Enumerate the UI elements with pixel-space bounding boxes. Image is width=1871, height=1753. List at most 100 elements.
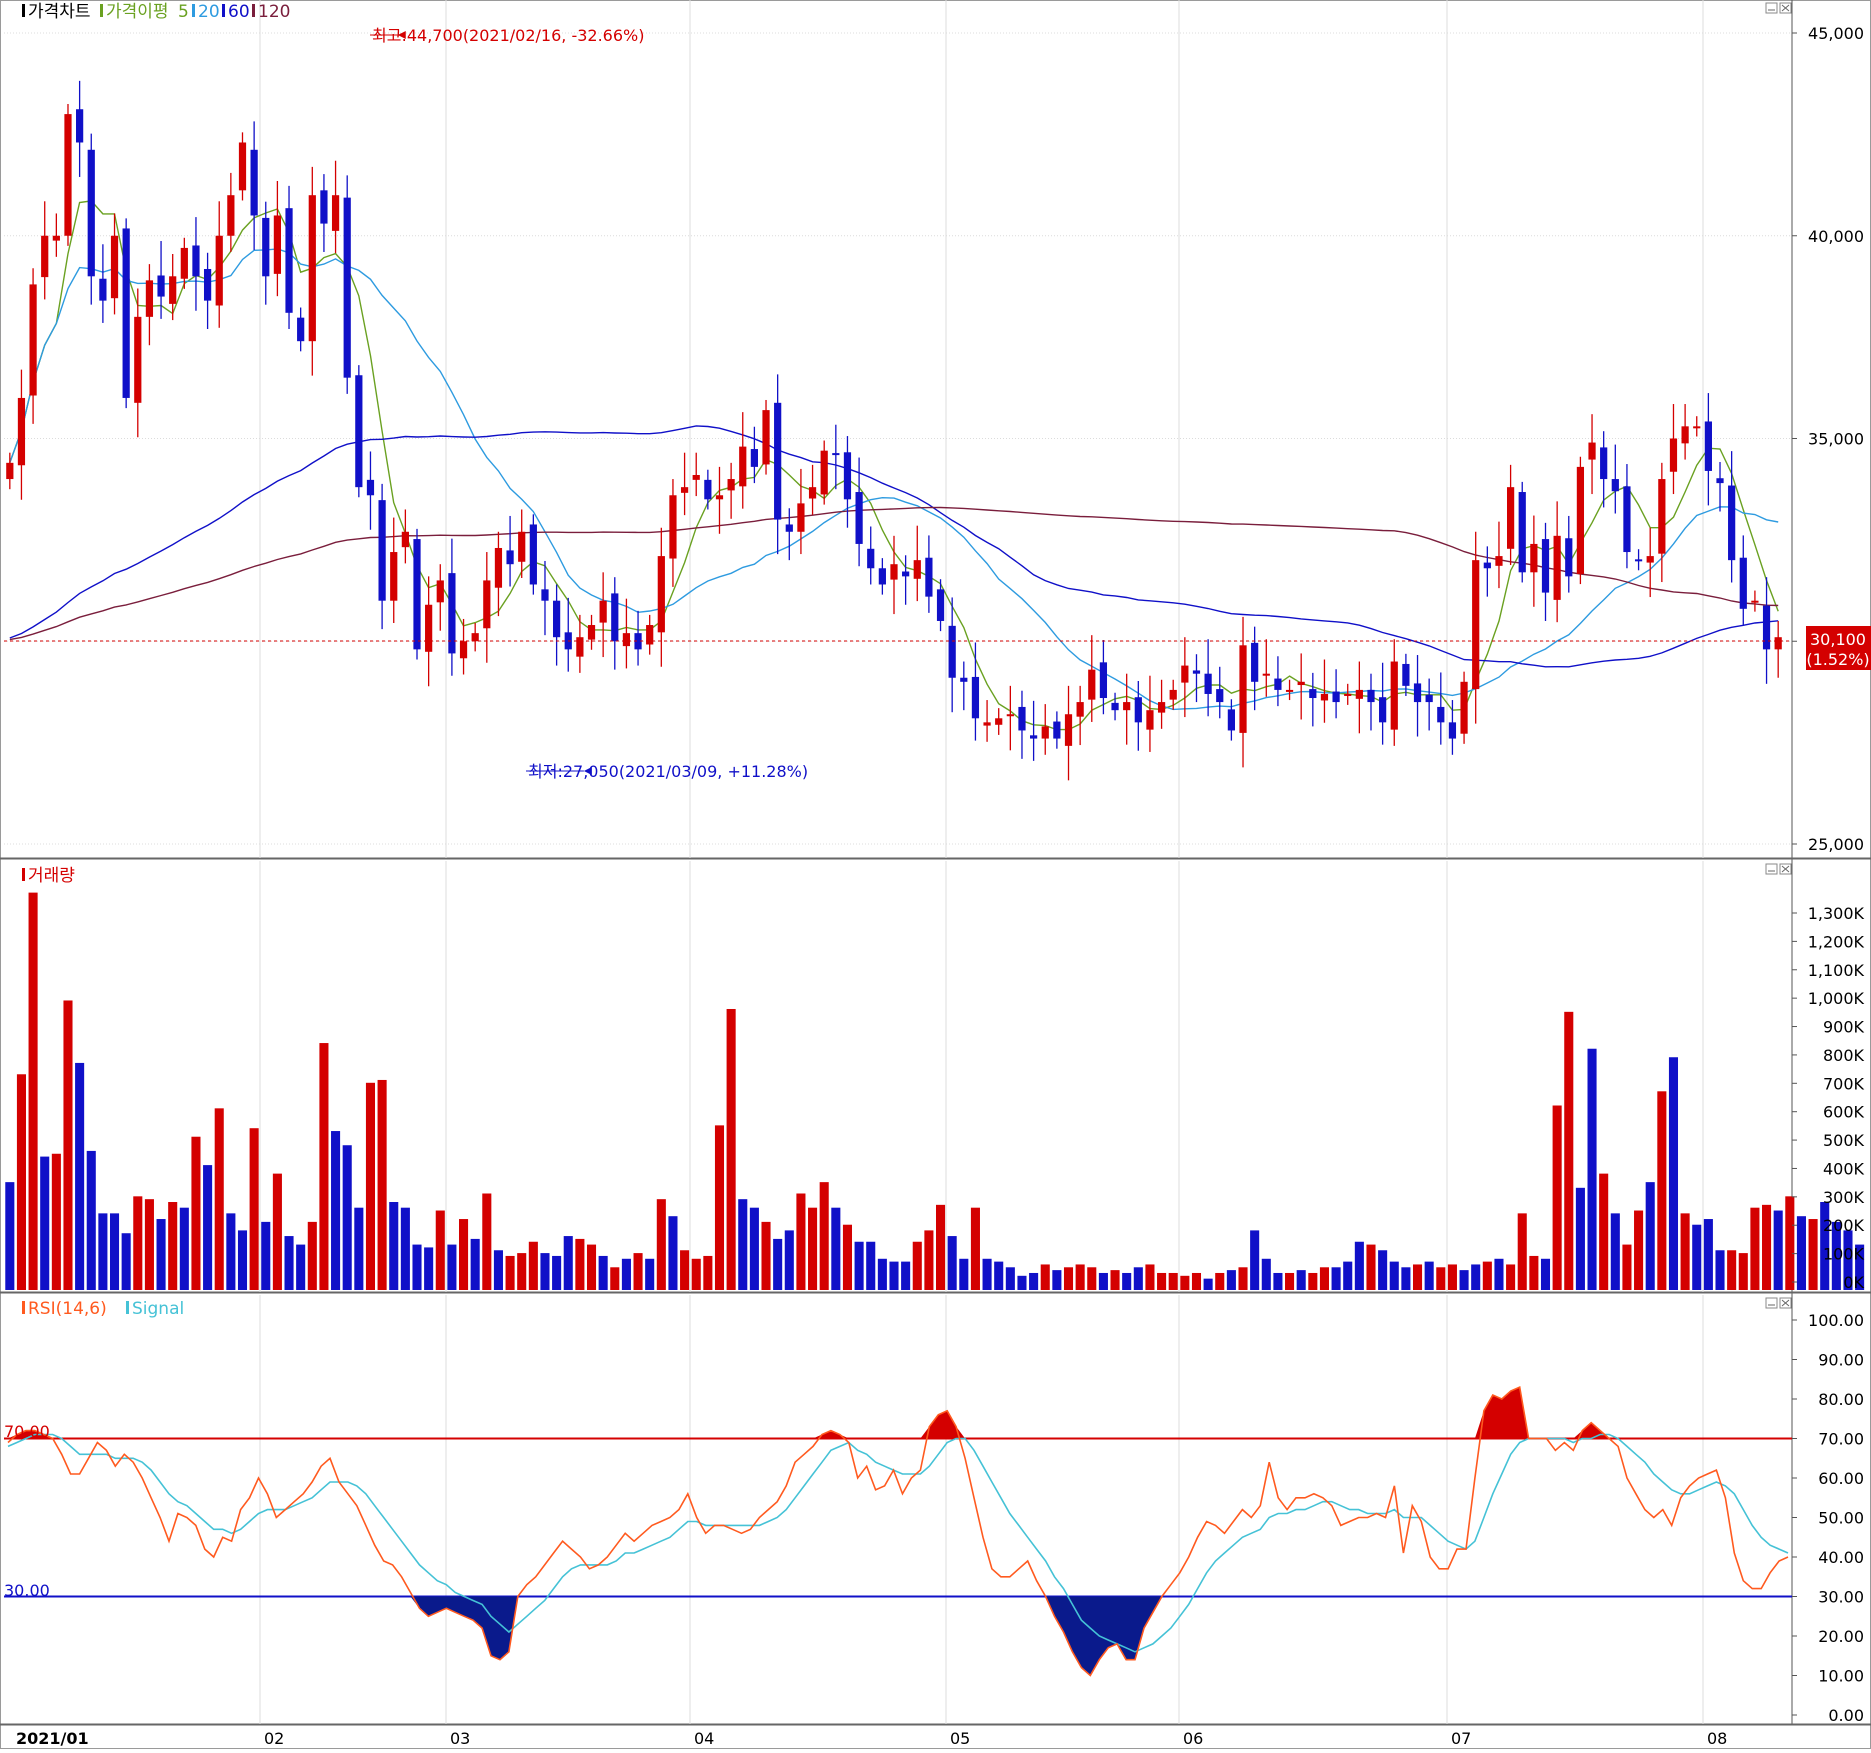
low-arrowhead (583, 767, 592, 775)
candle (1169, 679, 1177, 710)
candle-body (820, 450, 828, 495)
volume-bar (1075, 1264, 1085, 1290)
candle (541, 560, 549, 636)
candle-body (436, 580, 444, 603)
candle-body (308, 195, 316, 342)
ma-5-line (9, 200, 1779, 731)
candle-body (1739, 557, 1747, 609)
price-annotations: 최고:44,700(2021/02/16, -32.66%) 최저:27,050… (4, 26, 1871, 781)
candle (320, 174, 328, 252)
volume-bar (1412, 1264, 1423, 1290)
volume-bar (459, 1219, 469, 1290)
volume-bar (959, 1258, 969, 1290)
price-legend-item-label: 60 (228, 2, 250, 22)
candle-body (1716, 478, 1724, 484)
candle (448, 538, 456, 676)
candle (1506, 464, 1515, 566)
candle-body (1169, 689, 1177, 700)
volume-bar (1110, 1270, 1120, 1290)
candle (41, 201, 49, 300)
candle (331, 160, 340, 254)
candle-body (1518, 492, 1526, 573)
candle-body (1053, 721, 1061, 739)
candle (948, 597, 956, 713)
candle-body (378, 500, 386, 601)
volume-bar (1575, 1187, 1585, 1290)
candle-body (425, 604, 433, 652)
candle-body (1355, 689, 1363, 699)
candle-body (1704, 421, 1712, 471)
price-close-glyph (1781, 4, 1790, 12)
rsi-overbought-zone (1474, 1387, 1529, 1439)
volume-bars (5, 892, 1865, 1290)
candle (1006, 685, 1014, 751)
volume-bar (342, 1145, 352, 1290)
candle-body (227, 195, 235, 236)
candle (64, 103, 72, 246)
volume-tick-label: 1,100K (1808, 961, 1865, 980)
panel-controls (1765, 2, 1792, 1309)
candle-body (680, 487, 689, 493)
volume-bar (1750, 1207, 1760, 1290)
candle-body (110, 235, 119, 299)
volume-bar (156, 1219, 166, 1290)
candle (180, 237, 188, 289)
candle (122, 218, 130, 409)
candle (1227, 699, 1235, 741)
candle-body (1681, 426, 1689, 444)
candle (1204, 639, 1212, 717)
volume-bar (435, 1210, 445, 1290)
price-grid (4, 0, 1792, 858)
signal-line (7, 1433, 1789, 1653)
price-tick-label: 40,000 (1808, 227, 1864, 246)
candle (657, 527, 665, 667)
candle (401, 509, 409, 564)
candle-body (692, 474, 700, 480)
candle (762, 399, 770, 475)
volume-bar (854, 1241, 864, 1290)
candle (227, 172, 235, 252)
candle (785, 508, 793, 561)
volume-bar (1168, 1272, 1178, 1290)
price-legend-item-label: 20 (198, 2, 220, 22)
volume-bar (563, 1236, 573, 1290)
candle (913, 525, 921, 602)
rsi-upper-label: 70.00 (4, 1422, 50, 1441)
candle (1285, 679, 1294, 701)
candle (646, 614, 654, 655)
candle (960, 661, 968, 711)
volume-bar (447, 1244, 457, 1290)
volume-tick-label: 600K (1823, 1103, 1865, 1122)
rsi-tick-label: 50.00 (1818, 1509, 1864, 1528)
volume-bar (16, 1074, 26, 1290)
candle (553, 584, 561, 666)
price-legend-item-marker (22, 4, 25, 17)
candle-body (867, 548, 875, 569)
candle-body (797, 503, 805, 532)
candle-body (529, 524, 537, 585)
volume-bar (1401, 1267, 1411, 1290)
volume-bar (1191, 1272, 1202, 1290)
candle-body (6, 462, 14, 480)
candle-body (832, 453, 840, 456)
candle-body (157, 275, 165, 297)
volume-bar (1308, 1272, 1318, 1290)
volume-bar (272, 1173, 282, 1290)
candle (494, 531, 503, 617)
candle (1041, 704, 1049, 755)
candle (518, 509, 526, 578)
candle (471, 623, 479, 652)
candle (145, 264, 154, 346)
candle-body (238, 142, 247, 191)
candle-body (1297, 681, 1305, 686)
volume-bar (505, 1255, 515, 1290)
volume-bar (1319, 1267, 1329, 1290)
volume-bar (1285, 1272, 1295, 1290)
volume-bar (1471, 1264, 1481, 1290)
candle-body (1239, 645, 1247, 733)
candle-body (541, 589, 549, 601)
candle-body (1251, 642, 1259, 682)
candle-body (1367, 689, 1375, 703)
rsi-tick-label: 90.00 (1818, 1351, 1864, 1370)
